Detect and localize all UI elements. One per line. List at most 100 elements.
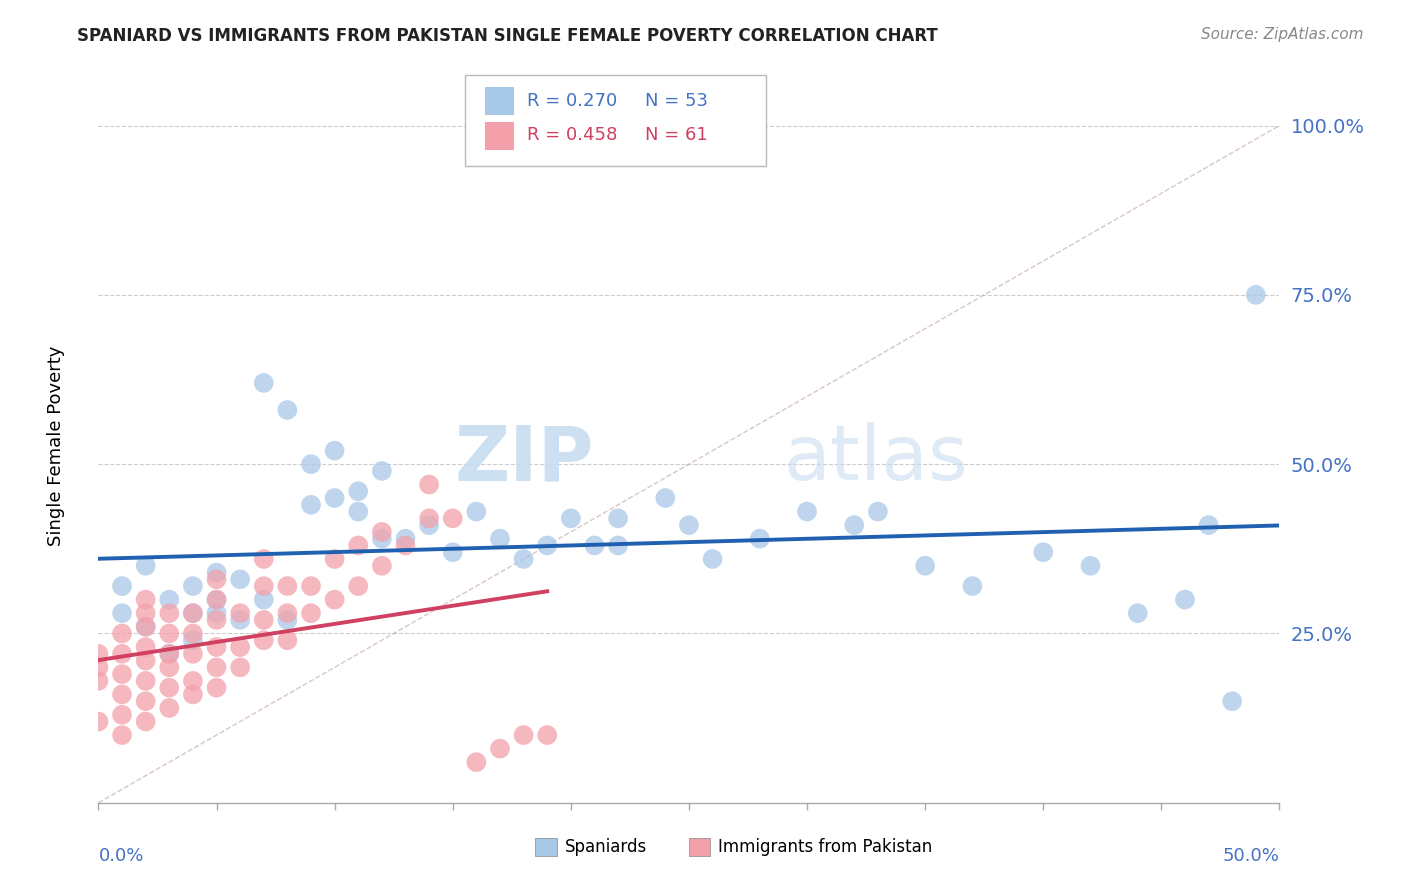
Point	[135, 640, 157, 654]
Point	[229, 613, 252, 627]
Point	[1244, 288, 1267, 302]
Point	[205, 572, 228, 586]
Text: Source: ZipAtlas.com: Source: ZipAtlas.com	[1201, 27, 1364, 42]
Point	[157, 681, 180, 695]
Point	[418, 511, 440, 525]
Point	[157, 592, 180, 607]
Point	[394, 532, 416, 546]
Point	[157, 701, 180, 715]
Point	[181, 633, 204, 648]
Point	[276, 579, 298, 593]
Point	[489, 532, 512, 546]
Text: 0.0%: 0.0%	[98, 847, 143, 864]
Point	[441, 545, 464, 559]
Point	[276, 403, 298, 417]
Point	[654, 491, 676, 505]
Point	[181, 626, 204, 640]
Point	[371, 524, 394, 539]
FancyBboxPatch shape	[485, 87, 515, 115]
Point	[323, 491, 346, 505]
Point	[536, 728, 558, 742]
Point	[276, 613, 298, 627]
Text: SPANIARD VS IMMIGRANTS FROM PAKISTAN SINGLE FEMALE POVERTY CORRELATION CHART: SPANIARD VS IMMIGRANTS FROM PAKISTAN SIN…	[77, 27, 938, 45]
Text: Immigrants from Pakistan: Immigrants from Pakistan	[718, 838, 932, 856]
Point	[253, 552, 276, 566]
Text: atlas: atlas	[783, 422, 969, 496]
Text: Spaniards: Spaniards	[565, 838, 647, 856]
Point	[205, 613, 228, 627]
Point	[253, 376, 276, 390]
Point	[111, 579, 134, 593]
Point	[276, 633, 298, 648]
Point	[205, 640, 228, 654]
Point	[135, 654, 157, 668]
Point	[157, 660, 180, 674]
FancyBboxPatch shape	[464, 75, 766, 167]
Point	[135, 673, 157, 688]
Point	[205, 592, 228, 607]
FancyBboxPatch shape	[485, 122, 515, 150]
Point	[394, 538, 416, 552]
Point	[702, 552, 724, 566]
Point	[111, 728, 134, 742]
Point	[276, 606, 298, 620]
Point	[323, 592, 346, 607]
FancyBboxPatch shape	[689, 838, 710, 856]
Point	[371, 558, 394, 573]
Point	[441, 511, 464, 525]
Point	[607, 538, 630, 552]
Point	[87, 673, 110, 688]
Point	[678, 518, 700, 533]
Point	[465, 505, 488, 519]
Point	[583, 538, 606, 552]
Point	[1126, 606, 1149, 620]
Point	[205, 566, 228, 580]
Point	[87, 714, 110, 729]
Text: N = 53: N = 53	[645, 92, 709, 110]
Point	[253, 613, 276, 627]
Point	[181, 579, 204, 593]
Point	[157, 626, 180, 640]
Text: Single Female Poverty: Single Female Poverty	[48, 346, 65, 546]
Point	[253, 579, 276, 593]
Point	[135, 592, 157, 607]
Point	[253, 633, 276, 648]
Point	[371, 464, 394, 478]
Point	[135, 714, 157, 729]
Point	[135, 620, 157, 634]
Point	[111, 667, 134, 681]
Point	[181, 647, 204, 661]
Point	[962, 579, 984, 593]
Point	[418, 477, 440, 491]
Point	[87, 647, 110, 661]
Point	[607, 511, 630, 525]
Point	[229, 640, 252, 654]
Text: ZIP: ZIP	[456, 422, 595, 496]
Point	[157, 606, 180, 620]
Point	[157, 647, 180, 661]
Point	[253, 592, 276, 607]
Point	[560, 511, 582, 525]
Point	[87, 660, 110, 674]
Point	[229, 660, 252, 674]
Point	[1220, 694, 1243, 708]
Point	[371, 532, 394, 546]
Point	[914, 558, 936, 573]
Point	[299, 498, 322, 512]
Point	[1198, 518, 1220, 533]
Point	[866, 505, 889, 519]
Point	[465, 755, 488, 769]
Point	[111, 688, 134, 702]
Point	[489, 741, 512, 756]
Point	[299, 579, 322, 593]
Point	[157, 647, 180, 661]
Point	[135, 558, 157, 573]
Point	[844, 518, 866, 533]
Point	[229, 572, 252, 586]
Point	[347, 484, 370, 499]
Text: R = 0.270: R = 0.270	[527, 92, 617, 110]
Point	[111, 606, 134, 620]
FancyBboxPatch shape	[536, 838, 557, 856]
Point	[205, 592, 228, 607]
Point	[181, 688, 204, 702]
